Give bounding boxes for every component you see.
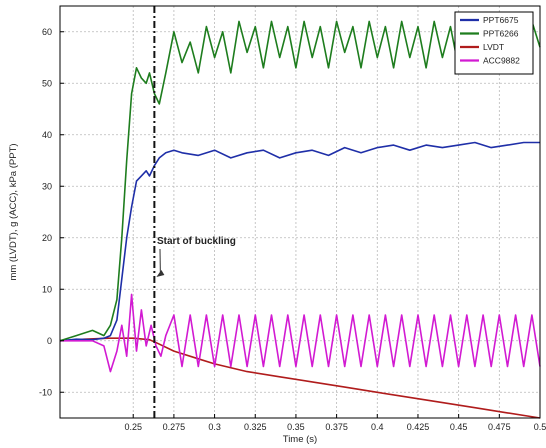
x-tick-label: 0.3: [208, 422, 221, 432]
y-tick-label: 10: [42, 284, 52, 294]
x-tick-label: 0.325: [244, 422, 267, 432]
y-tick-label: -10: [39, 387, 52, 397]
axis-ticks: 0.25 0.275 0.3 0.325 0.35 0.375 0.4 0.425 0.45 0.…: [39, 27, 546, 432]
y-tick-label: 20: [42, 233, 52, 243]
legend-box: [454, 11, 534, 75]
x-tick-label: 0.35: [287, 422, 305, 432]
x-tick-label: 0.25: [124, 422, 142, 432]
y-tick-label: 60: [42, 27, 52, 37]
y-axis-label: mm (LVDT), g (ACC), kPa (PPT): [8, 143, 19, 280]
x-tick-label: 0.4: [371, 422, 384, 432]
legend: PPT6675 PPT6266 LVDT ACC9882: [454, 11, 534, 75]
legend-label: PPT6266: [483, 29, 519, 39]
series-line-lvdt: [59, 337, 541, 419]
x-tick-label: 0.425: [407, 422, 430, 432]
x-tick-label: 0.475: [488, 422, 511, 432]
gridlines: [60, 6, 541, 418]
series-line-ppt6675: [59, 141, 540, 342]
annotation-text: Start of buckling: [157, 236, 236, 247]
y-tick-label: 40: [42, 130, 52, 140]
x-tick-label: 0.375: [325, 422, 348, 432]
x-tick-label: 0.5: [534, 422, 546, 432]
series-lines: [59, 20, 541, 419]
y-tick-label: 0: [47, 336, 52, 346]
y-tick-label: 30: [42, 181, 52, 191]
annotation-group: Start of buckling: [153, 6, 236, 418]
legend-label: LVDT: [483, 42, 504, 52]
series-line-acc9882: [60, 293, 541, 373]
annotation-arrowhead: [156, 270, 165, 277]
x-tick-label: 0.275: [163, 422, 186, 432]
y-tick-label: 50: [42, 78, 52, 88]
x-tick-label: 0.45: [450, 422, 468, 432]
legend-label: ACC9882: [483, 56, 520, 66]
plot-frame: [59, 5, 541, 419]
x-axis-label: Time (s): [283, 434, 317, 445]
legend-label: PPT6675: [483, 15, 519, 25]
